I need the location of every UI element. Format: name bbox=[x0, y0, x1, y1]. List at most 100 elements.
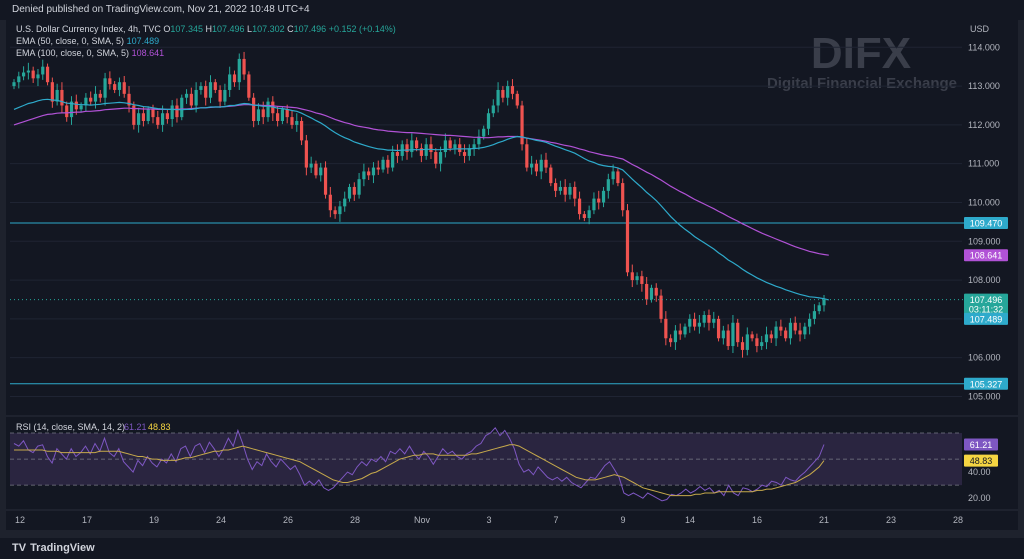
candle-body bbox=[755, 338, 759, 347]
candle-body bbox=[438, 152, 443, 164]
price-tick-label: 109.000 bbox=[968, 236, 1001, 246]
candle-body bbox=[12, 82, 16, 87]
candle-body bbox=[712, 318, 716, 323]
candle-body bbox=[113, 84, 117, 90]
candle-body bbox=[367, 171, 371, 176]
price-axis-label: 109.470 bbox=[970, 219, 1003, 229]
watermark-brand: DIFX bbox=[811, 29, 911, 78]
price-tick-label: 111.000 bbox=[968, 159, 999, 169]
candle-body bbox=[534, 163, 539, 172]
candle-body bbox=[779, 326, 783, 331]
candle-body bbox=[386, 159, 390, 168]
x-tick-label: 14 bbox=[685, 515, 695, 525]
candle-body bbox=[510, 86, 515, 94]
candle-body bbox=[592, 198, 596, 211]
candle-body bbox=[352, 186, 356, 195]
candle-body bbox=[496, 89, 500, 106]
candle-body bbox=[309, 163, 313, 168]
candle-body bbox=[165, 113, 169, 120]
price-axis-label: 03:11:32 bbox=[969, 305, 1003, 315]
price-axis-label-bg bbox=[964, 312, 1008, 325]
candle-body bbox=[707, 315, 711, 323]
candle-body bbox=[208, 82, 213, 98]
candle-body bbox=[228, 74, 232, 90]
candle-body bbox=[582, 214, 586, 218]
candle-body bbox=[630, 272, 634, 281]
candle-body bbox=[319, 167, 323, 176]
candle-body bbox=[808, 318, 812, 327]
candle-body bbox=[419, 148, 423, 156]
candle-body bbox=[625, 210, 630, 273]
candle-body bbox=[491, 105, 495, 114]
candle-body bbox=[568, 186, 572, 195]
candle-body bbox=[736, 322, 740, 343]
candle-body bbox=[237, 58, 241, 83]
rsi-axis-label-bg bbox=[964, 438, 998, 451]
tradingview-logo[interactable]: TV TradingView bbox=[12, 542, 95, 554]
candle-body bbox=[55, 89, 59, 102]
candle-body bbox=[122, 82, 126, 94]
candle-body bbox=[299, 121, 304, 141]
candle-body bbox=[788, 322, 793, 339]
candle-body bbox=[218, 89, 222, 102]
publish-bar: Denied published on TradingView.com, Nov… bbox=[0, 0, 1024, 20]
candle-body bbox=[36, 74, 40, 79]
price-axis-label: 108.641 bbox=[970, 251, 1003, 261]
x-tick-label: 19 bbox=[149, 515, 159, 525]
candle-body bbox=[160, 113, 165, 125]
candle-body bbox=[50, 82, 54, 102]
candle-body bbox=[266, 101, 270, 118]
candle-body bbox=[462, 152, 467, 156]
candle-body bbox=[750, 334, 754, 339]
candle-body bbox=[769, 334, 773, 339]
candle-body bbox=[740, 342, 745, 350]
watermark-tagline: Digital Financial Exchange bbox=[767, 75, 957, 92]
x-tick-label: Nov bbox=[414, 515, 431, 525]
candle-body bbox=[98, 93, 102, 98]
price-axis-label-bg bbox=[964, 217, 1008, 230]
candle-body bbox=[817, 305, 821, 312]
candle-body bbox=[213, 82, 217, 90]
candle-body bbox=[482, 128, 486, 137]
candle-body bbox=[577, 198, 582, 215]
candle-body bbox=[453, 144, 457, 149]
price-axis-label-bg bbox=[964, 293, 1008, 306]
candle-body bbox=[41, 66, 45, 75]
candle-body bbox=[395, 152, 400, 156]
candle-body bbox=[189, 93, 193, 106]
candle-body bbox=[26, 70, 30, 73]
rsi-axis-label: 48.83 bbox=[970, 456, 993, 466]
price-tick-label: 105.000 bbox=[968, 391, 1001, 401]
x-tick-label: 28 bbox=[350, 515, 360, 525]
candle-body bbox=[506, 86, 510, 98]
candle-body bbox=[295, 121, 299, 125]
candle-body bbox=[180, 97, 184, 118]
candle-body bbox=[347, 186, 352, 199]
candle-body bbox=[573, 186, 577, 199]
candle-body bbox=[84, 97, 88, 106]
chart-area[interactable]: DIFX Digital Financial Exchange 114.000 113… bbox=[6, 20, 1018, 530]
rsi-tick-label: 40.00 bbox=[968, 467, 991, 477]
candle-body bbox=[606, 179, 610, 191]
candle-body bbox=[69, 101, 74, 118]
candle-body bbox=[151, 109, 155, 118]
candle-body bbox=[194, 89, 198, 106]
rsi-tick-label: 20.00 bbox=[968, 493, 991, 503]
candle-body bbox=[141, 113, 146, 121]
candle-body bbox=[391, 152, 395, 168]
x-tick-label: 21 bbox=[819, 515, 829, 525]
rsi-axis-label-bg bbox=[964, 454, 998, 467]
candle-body bbox=[645, 283, 649, 300]
footer-bar: TV TradingView bbox=[0, 538, 1024, 559]
candle-body bbox=[362, 171, 366, 180]
candle-body bbox=[558, 186, 562, 191]
candle-body bbox=[486, 113, 491, 129]
candle-body bbox=[31, 70, 35, 79]
candle-body bbox=[726, 330, 730, 347]
candle-body bbox=[544, 159, 548, 168]
candle-body bbox=[204, 86, 208, 98]
candle-body bbox=[601, 190, 606, 203]
candle-body bbox=[611, 171, 615, 180]
price-axis-label-bg bbox=[964, 377, 1008, 390]
